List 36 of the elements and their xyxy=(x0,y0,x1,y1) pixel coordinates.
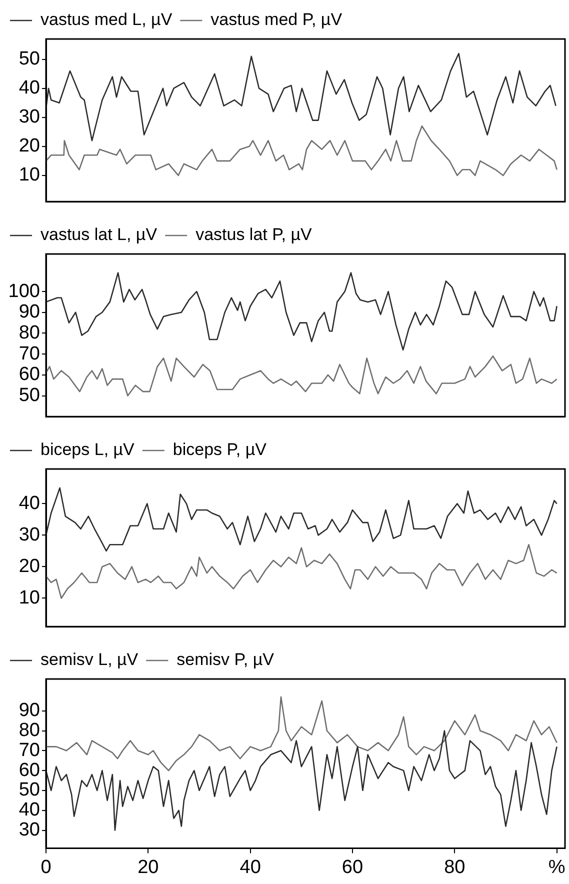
y-tick-label: 50 xyxy=(18,780,40,801)
y-tick-label: 80 xyxy=(18,322,40,344)
x-tick-label: 40 xyxy=(240,856,261,878)
y-tick-label: 70 xyxy=(18,740,40,761)
y-tick-label: 100 xyxy=(8,280,40,302)
legend-label: semisv P, µV xyxy=(176,650,275,670)
y-tick-label: 10 xyxy=(18,587,40,608)
y-tick-label: 70 xyxy=(18,343,40,364)
legend-label: biceps P, µV xyxy=(172,440,268,460)
x-tick-label: 80 xyxy=(444,856,466,878)
y-tick-label: 20 xyxy=(18,136,40,157)
y-tick-label: 60 xyxy=(18,364,40,386)
y-tick-label: 50 xyxy=(18,48,40,70)
y-tick-label: 90 xyxy=(18,302,40,323)
legend-label: vastus lat L, µV xyxy=(40,225,158,244)
y-tick-label: 30 xyxy=(18,524,40,546)
y-tick-label: 80 xyxy=(18,720,40,741)
legend-label: vastus med P, µV xyxy=(210,10,343,30)
y-tick-label: 10 xyxy=(18,164,40,186)
y-tick-label: 20 xyxy=(18,556,40,577)
x-tick-label: % xyxy=(548,856,566,878)
legend-label: semisv L, µV xyxy=(40,650,139,670)
y-tick-label: 30 xyxy=(18,820,40,841)
x-tick-label: 60 xyxy=(342,856,364,878)
legend-label: vastus med L, µV xyxy=(40,10,173,30)
y-tick-label: 40 xyxy=(18,800,40,821)
legend-label: biceps L, µV xyxy=(40,440,136,460)
y-tick-label: 30 xyxy=(18,106,40,128)
y-tick-label: 40 xyxy=(18,78,40,99)
x-tick-label: 20 xyxy=(138,856,159,878)
legend-label: vastus lat P, µV xyxy=(196,225,312,244)
y-tick-label: 60 xyxy=(18,760,40,781)
x-tick-label: 0 xyxy=(40,856,52,878)
y-tick-label: 40 xyxy=(18,492,40,514)
y-tick-label: 90 xyxy=(18,700,40,722)
y-tick-label: 50 xyxy=(18,384,40,406)
